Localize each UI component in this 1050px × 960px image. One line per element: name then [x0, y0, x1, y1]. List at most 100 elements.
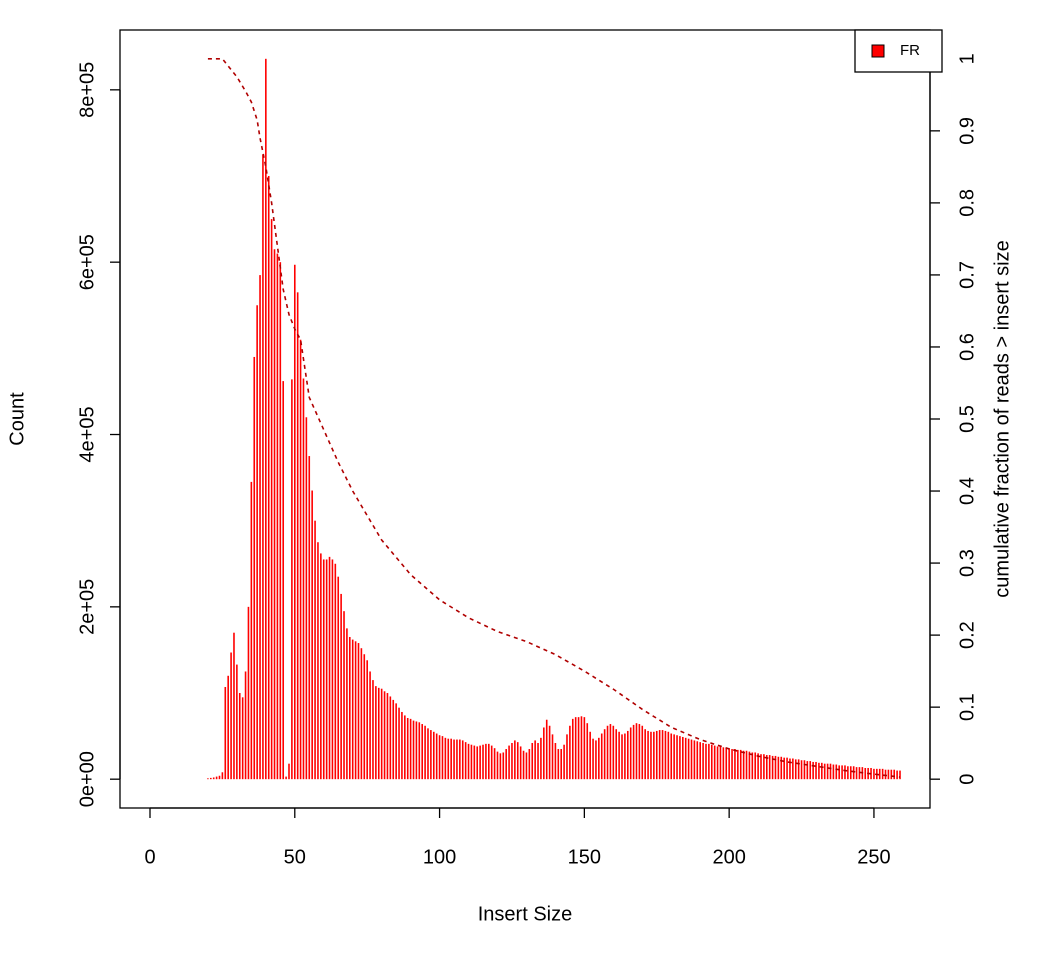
bar	[705, 743, 707, 780]
bar	[424, 725, 426, 780]
bar	[244, 671, 247, 780]
bar	[748, 751, 751, 780]
bar	[482, 744, 484, 780]
bar	[679, 736, 681, 780]
bar	[438, 735, 441, 780]
bar	[372, 680, 374, 780]
bar	[401, 711, 403, 780]
bar	[638, 724, 641, 780]
bar	[282, 381, 285, 780]
y2-tick-label: 0.4	[956, 477, 978, 505]
bar	[534, 740, 536, 780]
y2-tick-label: 0.2	[956, 621, 978, 649]
bar	[514, 740, 516, 780]
y2-tick-label: 1	[956, 53, 978, 64]
bar	[276, 253, 279, 780]
bar	[253, 356, 256, 780]
bar	[606, 725, 609, 780]
bar	[583, 717, 586, 780]
bar	[635, 723, 638, 780]
bar	[398, 707, 400, 780]
bar	[241, 697, 244, 780]
bar	[595, 740, 597, 780]
bar	[325, 559, 328, 780]
y2-tick-label: 0	[956, 774, 978, 785]
bar	[366, 660, 368, 780]
y2-tick-label: 0.7	[956, 261, 978, 289]
y-tick-label: 4e+05	[76, 406, 98, 462]
y2-tick-label: 0.6	[956, 333, 978, 361]
bar	[554, 742, 557, 780]
bar	[543, 727, 545, 780]
bar	[386, 693, 389, 780]
bar	[818, 762, 820, 780]
bar	[311, 490, 313, 780]
bar	[545, 719, 548, 780]
bar	[629, 727, 632, 780]
x-tick-label: 100	[423, 846, 456, 868]
bar	[574, 717, 577, 780]
bar	[392, 699, 395, 780]
bar	[441, 736, 444, 780]
bar	[476, 746, 479, 780]
bar	[760, 754, 762, 780]
bar	[783, 757, 785, 780]
bar	[270, 219, 273, 780]
bar	[279, 262, 282, 780]
bar	[569, 725, 571, 780]
bar	[739, 749, 742, 780]
bar	[731, 749, 733, 780]
y-tick-label: 6e+05	[76, 234, 98, 290]
bar	[473, 745, 476, 780]
bar	[357, 643, 360, 780]
bar	[343, 611, 345, 780]
bar	[247, 606, 250, 780]
bar	[803, 760, 806, 780]
bar	[621, 734, 623, 780]
x-axis-label: Insert Size	[478, 903, 572, 925]
bar	[676, 735, 678, 780]
bar	[577, 717, 580, 780]
bar	[412, 720, 415, 780]
y-tick-label: 8e+05	[76, 62, 98, 118]
bar	[667, 731, 670, 780]
bar	[519, 746, 522, 780]
bar	[340, 593, 342, 780]
bar	[800, 760, 803, 780]
bar	[285, 776, 287, 780]
y2-tick-label: 0.5	[956, 405, 978, 433]
bar	[742, 750, 745, 780]
bar	[826, 763, 829, 780]
y2-tick-label: 0.1	[956, 693, 978, 721]
bar	[852, 766, 855, 780]
bar	[786, 757, 788, 780]
bar	[571, 718, 574, 780]
bar	[525, 752, 528, 780]
bar	[346, 628, 348, 780]
bar	[887, 769, 890, 780]
bar	[450, 738, 452, 780]
bar	[490, 745, 493, 780]
bar	[710, 744, 713, 780]
bar	[815, 761, 817, 780]
bar	[644, 729, 646, 780]
bar	[349, 637, 351, 780]
cumulative-line	[207, 58, 901, 778]
bar	[655, 730, 658, 780]
y-tick-label: 2e+05	[76, 579, 98, 635]
bar	[771, 755, 774, 780]
bar	[218, 775, 221, 780]
bar	[421, 724, 424, 780]
x-tick-label: 0	[144, 846, 155, 868]
bar	[308, 456, 311, 780]
bar	[693, 740, 696, 780]
bar	[540, 737, 542, 780]
bar	[207, 778, 209, 780]
bar	[751, 752, 754, 780]
bar	[531, 742, 534, 780]
bar	[728, 748, 730, 780]
bar	[409, 718, 412, 780]
bar	[650, 731, 652, 780]
